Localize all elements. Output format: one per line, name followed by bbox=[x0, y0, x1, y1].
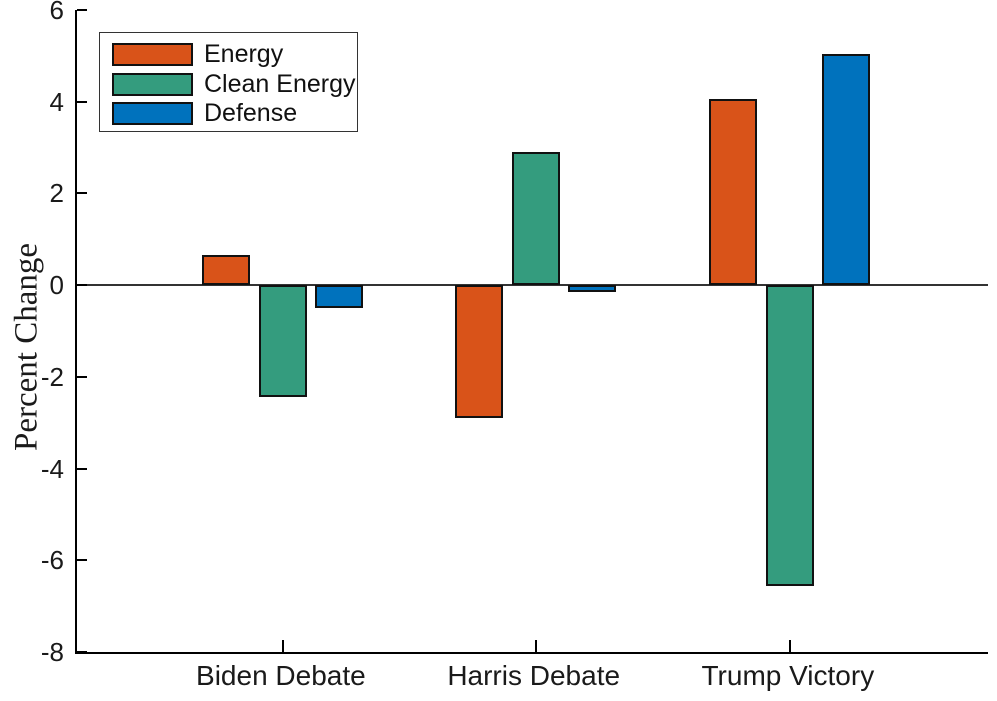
legend: Energy Clean Energy Defense bbox=[99, 32, 358, 132]
legend-swatch-energy bbox=[112, 43, 193, 67]
y-tick-mark bbox=[77, 284, 87, 287]
legend-item-energy: Energy bbox=[100, 40, 357, 70]
legend-label-defense: Defense bbox=[204, 99, 298, 128]
y-tick-label: -2 bbox=[40, 361, 64, 392]
y-tick-label: 2 bbox=[49, 178, 64, 209]
y-tick-mark bbox=[77, 100, 87, 103]
legend-swatch-defense bbox=[112, 102, 193, 126]
legend-swatch-clean-energy bbox=[112, 72, 193, 96]
y-tick-mark bbox=[77, 559, 87, 562]
y-tick-mark bbox=[77, 9, 87, 11]
legend-item-clean-energy: Clean Energy bbox=[100, 70, 357, 100]
y-tick-mark bbox=[77, 651, 87, 653]
y-tick-label: -8 bbox=[40, 637, 64, 667]
y-tick-label: 6 bbox=[49, 0, 64, 25]
bar-defense-biden-debate bbox=[315, 285, 364, 309]
bar-defense-trump-victory bbox=[822, 53, 871, 286]
bar-clean-energy-trump-victory bbox=[765, 285, 814, 586]
bar-defense-harris-debate bbox=[568, 285, 617, 293]
bar-clean-energy-harris-debate bbox=[511, 152, 560, 286]
legend-item-defense: Defense bbox=[100, 99, 357, 129]
y-tick-label: 4 bbox=[49, 86, 64, 117]
x-tick-label-biden-debate: Biden Debate bbox=[196, 660, 366, 691]
y-tick-mark bbox=[77, 375, 87, 378]
x-tick-label-trump-victory: Trump Victory bbox=[701, 660, 875, 691]
y-tick-mark bbox=[77, 192, 87, 195]
zero-baseline bbox=[77, 284, 988, 286]
legend-label-energy: Energy bbox=[204, 40, 284, 69]
bar-energy-trump-victory bbox=[709, 99, 758, 286]
y-tick-mark bbox=[77, 467, 87, 470]
bar-energy-harris-debate bbox=[455, 285, 504, 419]
y-tick-label: 0 bbox=[49, 270, 64, 301]
x-tick-label-harris-debate: Harris Debate bbox=[447, 660, 621, 691]
x-tick-mark bbox=[281, 640, 284, 652]
y-tick-label: -6 bbox=[40, 545, 64, 576]
x-tick-mark bbox=[788, 640, 791, 652]
y-tick-label: -4 bbox=[40, 453, 64, 484]
plot-area bbox=[75, 9, 988, 654]
x-tick-mark bbox=[534, 640, 537, 652]
bar-clean-energy-biden-debate bbox=[258, 285, 307, 398]
bar-energy-biden-debate bbox=[202, 255, 251, 286]
legend-label-clean-energy: Clean Energy bbox=[204, 69, 356, 98]
